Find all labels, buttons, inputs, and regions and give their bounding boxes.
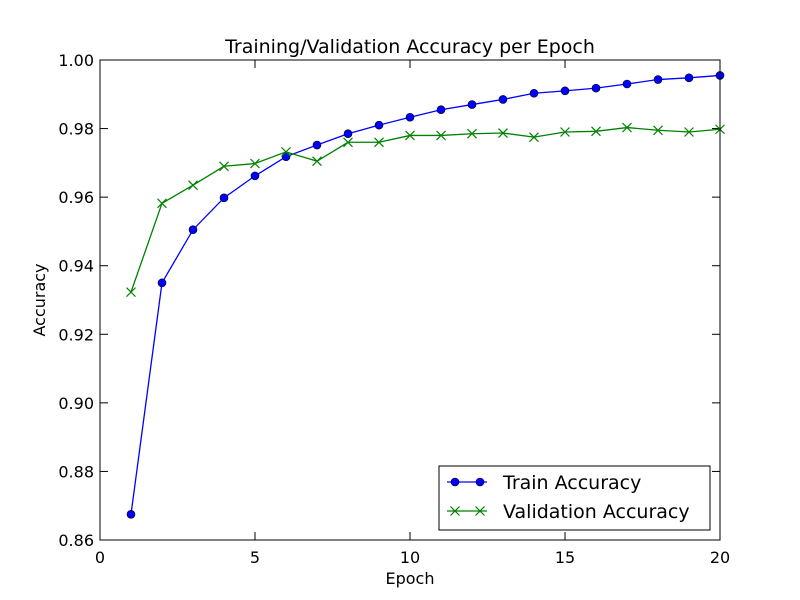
series-line [130, 74, 721, 515]
legend-label: Validation Accuracy [503, 501, 690, 523]
data-point [467, 100, 477, 109]
data-point [126, 509, 136, 519]
legend-marker [450, 477, 460, 487]
data-point [250, 171, 260, 181]
data-point [436, 130, 446, 141]
data-point [405, 112, 415, 122]
legend-item: Train Accuracy [447, 472, 641, 494]
legend-marker [450, 506, 460, 516]
y-tick-label: 1.00 [58, 51, 94, 70]
x-tick-label: 20 [710, 548, 730, 567]
data-point [312, 140, 322, 150]
x-tick-label: 0 [95, 548, 105, 567]
data-point [374, 137, 384, 148]
y-tick-label: 0.96 [58, 188, 94, 207]
data-point [591, 126, 601, 137]
data-point [126, 287, 136, 298]
x-tick-label: 10 [400, 548, 420, 567]
legend-item: Validation Accuracy [447, 501, 690, 523]
data-point [529, 88, 539, 98]
plot-frame [99, 59, 721, 541]
y-tick-label: 0.92 [58, 325, 94, 344]
legend: Train Accuracy Validation Accuracy [438, 465, 711, 531]
legend-label: Train Accuracy [502, 472, 641, 494]
y-tick-label: 0.94 [58, 257, 94, 276]
data-point [188, 225, 198, 235]
data-point [219, 193, 229, 203]
data-point [467, 128, 477, 139]
data-point [343, 129, 353, 139]
x-tick-label: 15 [555, 548, 575, 567]
series-line [130, 126, 721, 293]
y-tick-label: 0.86 [58, 531, 94, 550]
data-point [157, 278, 167, 288]
data-point [374, 120, 384, 130]
y-tick-label: 0.98 [58, 120, 94, 139]
y-tick-label: 0.88 [58, 462, 94, 481]
series-train-accuracy [126, 71, 725, 519]
data-point [622, 79, 632, 89]
data-point [250, 158, 260, 169]
data-point [684, 127, 694, 137]
data-point [560, 127, 570, 137]
legend-box [438, 465, 711, 531]
data-point [219, 161, 229, 172]
data-point [157, 198, 167, 209]
legend-marker [475, 477, 485, 487]
data-point [188, 180, 198, 191]
data-point [312, 156, 322, 167]
data-point [529, 132, 539, 143]
data-point [436, 105, 446, 115]
data-point [498, 128, 508, 138]
data-point [405, 130, 415, 141]
data-point [498, 95, 508, 104]
legend-marker [475, 506, 485, 516]
data-point [591, 83, 601, 93]
x-tick-label: 5 [250, 548, 260, 567]
ticks-layer: 0 5 10 15 20 0.86 0.88 0.90 0.92 0.94 0.96 0.98 1.00 [58, 51, 730, 567]
data-point [684, 73, 694, 83]
y-axis-label: Accuracy [30, 263, 49, 336]
data-point [653, 75, 663, 84]
data-point [622, 122, 632, 133]
chart-title: Training/Validation Accuracy per Epoch [224, 36, 595, 58]
data-point [653, 125, 663, 136]
data-point [281, 146, 291, 157]
data-point [343, 137, 353, 148]
data-point [560, 86, 570, 96]
y-tick-label: 0.90 [58, 394, 94, 413]
x-axis-label: Epoch [386, 569, 435, 588]
